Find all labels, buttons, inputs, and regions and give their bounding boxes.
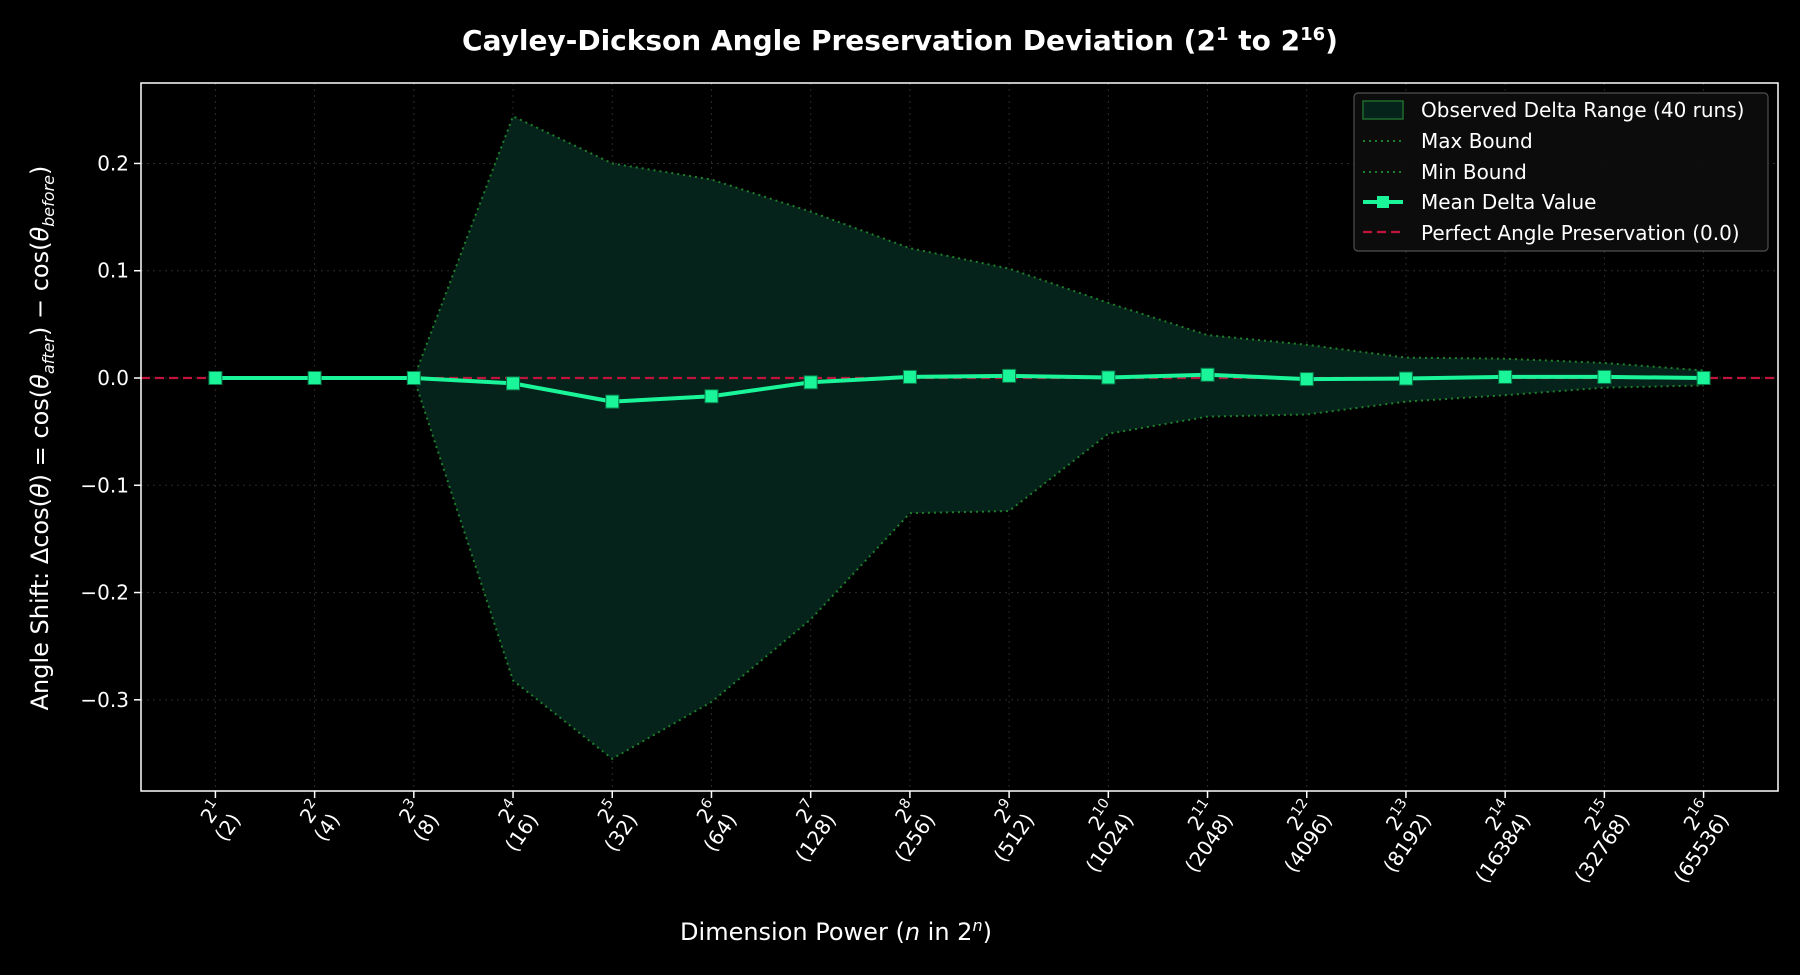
mean-delta-point — [307, 371, 322, 385]
legend-item-band: Observed Delta Range (40 runs) — [1362, 98, 1744, 122]
legend-item-max: Max Bound — [1363, 129, 1533, 153]
legend-box — [1353, 92, 1769, 252]
bounds-layer — [215, 114, 1704, 761]
min-bound-line — [215, 377, 1704, 761]
mean-delta-point — [605, 394, 620, 409]
y-tick-label: −0.1 — [80, 473, 129, 497]
legend-reference-label: Perfect Angle Preservation (0.0) — [1421, 221, 1740, 245]
y-tick-label: −0.2 — [80, 581, 129, 605]
mean-delta-point — [1002, 368, 1017, 383]
legend-mean-marker — [1377, 196, 1389, 208]
legend-band-label: Observed Delta Range (40 runs) — [1421, 98, 1744, 122]
chart-title-sup2: 16 — [1300, 24, 1325, 45]
legend-item-min: Min Bound — [1363, 160, 1527, 184]
chart-title-sup1: 1 — [1216, 24, 1229, 45]
y-tick-label: −0.3 — [80, 688, 129, 712]
x-label-prefix: Dimension Power ( — [680, 918, 905, 946]
mean-delta-point — [506, 376, 521, 391]
mean-delta-point — [1398, 371, 1413, 386]
y-tick-label: 0.0 — [97, 366, 129, 390]
y-label-h: before — [39, 175, 58, 227]
mean-delta-line — [215, 372, 1704, 404]
legend-item-mean: Mean Delta Value — [1363, 190, 1597, 214]
mean-delta-point — [406, 371, 421, 385]
x-label-sup: n — [972, 916, 982, 935]
chart-title-mid: to 2 — [1228, 24, 1300, 57]
max-bound-line — [215, 114, 1704, 379]
legend: Observed Delta Range (40 runs) Max Bound… — [1353, 92, 1769, 252]
y-axis-label: Angle Shift: Δcos(θ) = cos(θafter) − cos… — [26, 166, 58, 711]
x-label-suffix: ) — [983, 918, 992, 946]
y-axis-ticks: 0.2 0.1 0.0 −0.1 −0.2 −0.3 — [80, 151, 141, 712]
mean-delta-point — [1597, 369, 1612, 384]
mean-delta-point — [208, 371, 223, 385]
y-label-b: θ — [26, 483, 54, 498]
chart-title-suffix: ) — [1325, 24, 1338, 57]
legend-max-label: Max Bound — [1421, 129, 1533, 153]
legend-min-label: Min Bound — [1421, 160, 1527, 184]
mean-delta-point — [902, 369, 917, 384]
y-label-i: ) — [26, 166, 54, 175]
legend-item-reference: Perfect Angle Preservation (0.0) — [1363, 221, 1740, 245]
mean-layer — [208, 367, 1711, 409]
observed-range-band — [215, 116, 1704, 759]
chart-title-prefix: Cayley-Dickson Angle Preservation Deviat… — [462, 24, 1216, 57]
y-label-a: Angle Shift: Δcos( — [26, 498, 54, 710]
y-label-e: after — [39, 335, 58, 375]
y-label-d: θ — [26, 374, 54, 389]
x-label-var: n — [905, 918, 920, 946]
mean-delta-point — [1101, 370, 1116, 385]
y-tick-label: 0.1 — [97, 259, 129, 283]
x-axis-label: Dimension Power (n in 2n) — [680, 916, 992, 946]
x-tick-label: 25(32) — [592, 796, 642, 857]
y-label-f: ) − cos( — [26, 242, 54, 336]
x-label-mid: in 2 — [920, 918, 972, 946]
y-tick-label: 0.2 — [97, 151, 129, 175]
mean-delta-point — [803, 375, 818, 390]
mean-delta-point — [704, 389, 719, 404]
legend-band-swatch — [1362, 100, 1404, 120]
y-label-c: ) = cos( — [26, 389, 54, 483]
band-layer — [215, 116, 1704, 759]
legend-mean-label: Mean Delta Value — [1421, 190, 1597, 214]
mean-delta-point — [1299, 372, 1314, 387]
mean-delta-point — [1498, 369, 1513, 384]
chart-title: Cayley-Dickson Angle Preservation Deviat… — [462, 24, 1338, 57]
mean-delta-point — [1696, 371, 1711, 385]
x-tick-power: 216 — [1678, 795, 1716, 834]
axes-frame — [140, 82, 1779, 792]
mean-delta-point — [1200, 367, 1215, 382]
y-label-g: θ — [26, 227, 54, 242]
